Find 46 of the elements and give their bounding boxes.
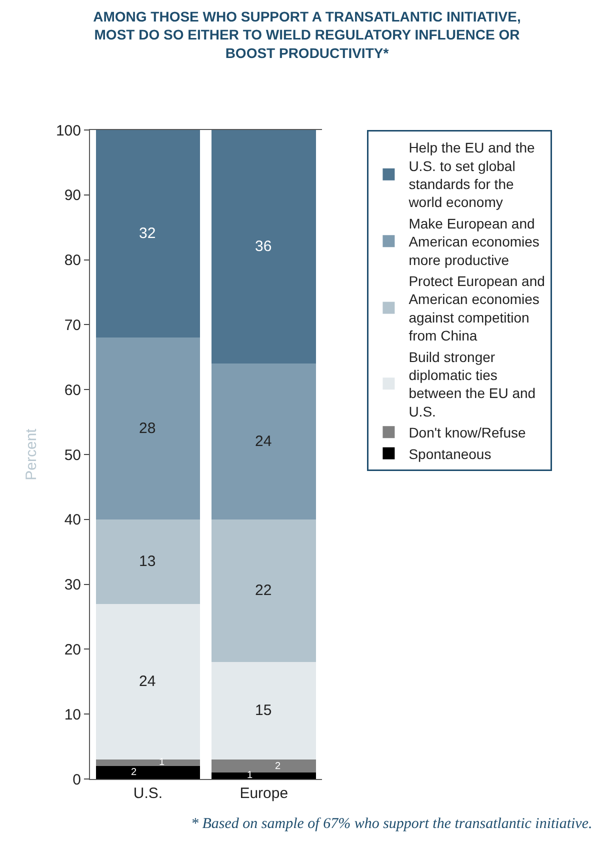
legend-label: Spontaneous bbox=[408, 446, 492, 462]
y-tick-label: 50 bbox=[64, 446, 81, 464]
data-label: 1 bbox=[159, 757, 165, 768]
bar bbox=[212, 130, 316, 364]
bar bbox=[96, 604, 200, 760]
data-label: 2 bbox=[131, 767, 137, 778]
bar bbox=[96, 130, 200, 338]
y-tick-label: 40 bbox=[64, 512, 81, 529]
legend-label: Protect European and American economies against competition from China bbox=[408, 272, 545, 344]
bar bbox=[212, 760, 316, 773]
data-label: 24 bbox=[255, 433, 272, 450]
x-tick-label: U.S. bbox=[133, 785, 163, 802]
data-label: 24 bbox=[139, 673, 156, 690]
y-tick-label: 90 bbox=[64, 187, 81, 204]
y-axis-title: Percent bbox=[23, 428, 40, 480]
y-tick-label: 80 bbox=[64, 252, 81, 270]
bar bbox=[212, 772, 316, 779]
data-label: 2 bbox=[275, 761, 281, 772]
legend-label: Help the EU and the U.S. to set global standards for the world economy bbox=[408, 140, 535, 210]
y-tick-label: 60 bbox=[64, 382, 81, 399]
bar bbox=[96, 760, 200, 766]
data-label: 36 bbox=[255, 238, 272, 255]
legend-label: Build stronger diplomatic ties between the EU and U.S. bbox=[408, 348, 536, 420]
chart-title: AMONG THOSE WHO SUPPORT A TRANSATLANTIC INITIATIVE, MOST DO SO EITHER TO WIELD REGULATORY INFLUENCE OR BOOST PRODUCTIVITY* bbox=[93, 8, 521, 61]
bar bbox=[96, 519, 200, 604]
bar bbox=[96, 338, 200, 520]
data-label: 13 bbox=[139, 553, 156, 570]
y-tick-label: 100 bbox=[56, 122, 81, 140]
data-label: 15 bbox=[255, 702, 272, 719]
bar bbox=[96, 766, 200, 779]
y-tick-label: 10 bbox=[64, 706, 81, 724]
y-tick-label: 70 bbox=[64, 316, 81, 334]
bar bbox=[212, 519, 316, 662]
y-tick-label: 30 bbox=[64, 576, 81, 594]
data-label: 1 bbox=[247, 770, 253, 781]
legend-label: Don't know/Refuse bbox=[408, 424, 526, 441]
data-label: 32 bbox=[139, 225, 156, 242]
y-tick-label: 20 bbox=[64, 641, 81, 658]
x-tick-label: Europe bbox=[240, 785, 288, 802]
data-label: 22 bbox=[255, 582, 272, 599]
y-tick-label: 0 bbox=[72, 771, 81, 788]
bar bbox=[212, 662, 316, 760]
data-label: 28 bbox=[139, 420, 156, 437]
text: * Based on sample of 67% who support the transatlantic initiative. bbox=[191, 816, 592, 832]
legend-label: Make European and American economies more productive bbox=[408, 215, 540, 268]
bar bbox=[212, 364, 316, 520]
